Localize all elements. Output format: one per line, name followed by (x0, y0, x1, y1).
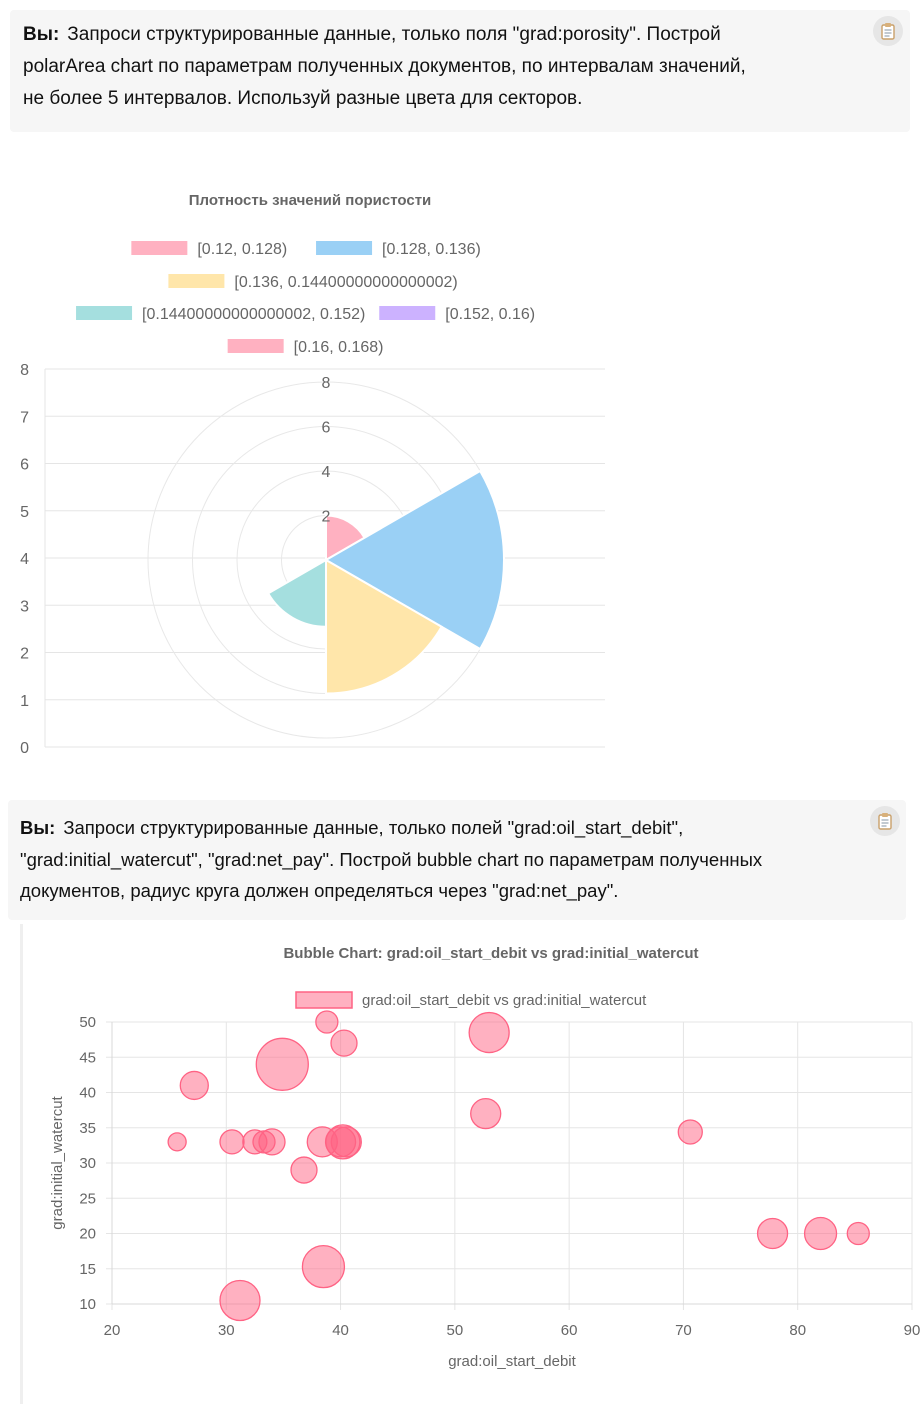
bubble-point[interactable] (803, 1216, 838, 1251)
y-tick-label: 15 (79, 1261, 96, 1278)
sender-label: Вы: (20, 817, 56, 838)
y-tick-label: 5 (20, 504, 29, 521)
legend-swatch (379, 306, 436, 320)
user-message-2: Вы: Запроси структурированные данные, тол… (8, 800, 906, 920)
user-message-1: Вы: Запроси структурированные данные, тол… (10, 10, 910, 132)
bubble-point[interactable] (315, 1010, 339, 1034)
bubble-point[interactable] (301, 1244, 346, 1289)
message-line-3: не более 5 интервалов. Используй разные … (23, 88, 583, 109)
legend-item[interactable]: [0.12, 0.128) (131, 241, 287, 258)
x-tick-label: 90 (904, 1322, 921, 1339)
legend-label: [0.12, 0.128) (197, 241, 287, 258)
bubble-point[interactable] (330, 1126, 362, 1158)
legend-item[interactable]: [0.14400000000000002, 0.152) (76, 306, 365, 323)
y-tick-label: 8 (20, 362, 29, 379)
legend-item[interactable]: [0.128, 0.136) (316, 241, 481, 258)
chart-title: Плотность значений пористости (189, 192, 432, 209)
bubble-point[interactable] (179, 1070, 209, 1101)
y-axis-label: grad:initial_watercut (49, 1095, 66, 1229)
legend-item[interactable]: grad:oil_start_debit vs grad:initial_wat… (295, 991, 647, 1009)
x-tick-label: 40 (332, 1322, 349, 1339)
bubble-point[interactable] (290, 1156, 318, 1184)
radial-tick-label: 8 (322, 375, 331, 392)
polar-area-chart: Плотность значений пористости [0.12, 0.12… (20, 192, 605, 757)
y-tick-label: 4 (20, 551, 29, 568)
y-tick-label: 30 (79, 1155, 96, 1172)
legend-label: [0.152, 0.16) (445, 306, 535, 323)
chart-title: Bubble Chart: grad:oil_start_debit vs gr… (283, 945, 698, 962)
legend-swatch (295, 991, 353, 1009)
copy-message-button[interactable] (870, 806, 900, 836)
clipboard-icon (881, 23, 895, 40)
message-line-1: Запроси структурированные данные, только… (63, 817, 684, 838)
radial-tick-label: 2 (322, 509, 331, 526)
bubble-point[interactable] (330, 1029, 358, 1057)
copy-message-button[interactable] (873, 16, 903, 46)
legend-swatch (168, 274, 225, 288)
x-axis-label: grad:oil_start_debit (448, 1353, 576, 1370)
y-tick-label: 0 (20, 740, 29, 757)
bubble-point[interactable] (219, 1279, 261, 1322)
message-line-3: документов, радиус круга должен определя… (20, 880, 619, 901)
y-tick-label: 1 (20, 693, 29, 710)
legend-item[interactable]: [0.152, 0.16) (379, 306, 535, 323)
polar-sector[interactable] (266, 558, 327, 628)
legend-swatch (227, 339, 284, 353)
legend-label: [0.136, 0.14400000000000002) (234, 274, 457, 291)
y-tick-label: 40 (79, 1085, 96, 1102)
polar-sector[interactable] (323, 469, 505, 651)
bubble-point[interactable] (468, 1011, 510, 1054)
x-tick-label: 80 (789, 1322, 806, 1339)
message-text: Вы: Запроси структурированные данные, тол… (20, 812, 826, 844)
bubble-point[interactable] (677, 1119, 703, 1145)
legend-item[interactable]: [0.16, 0.168) (227, 339, 384, 356)
bubble-point[interactable] (167, 1132, 187, 1152)
chart-frame-border (20, 924, 23, 1404)
bubble-point[interactable] (470, 1098, 502, 1130)
bubble-point[interactable] (258, 1128, 286, 1156)
y-tick-label: 3 (20, 598, 29, 615)
polar-sector[interactable] (325, 558, 443, 695)
legend-label: [0.128, 0.136) (382, 241, 481, 258)
x-tick-label: 60 (561, 1322, 578, 1339)
y-tick-label: 2 (20, 646, 29, 663)
legend-swatch (316, 241, 373, 255)
legend-label: [0.16, 0.168) (294, 339, 384, 356)
x-tick-label: 50 (447, 1322, 464, 1339)
legend-label: [0.14400000000000002, 0.152) (142, 306, 365, 323)
legend-swatch (131, 241, 188, 255)
y-tick-label: 25 (79, 1190, 96, 1207)
bubble-chart: Bubble Chart: grad:oil_start_debit vs gr… (49, 945, 921, 1370)
y-tick-label: 35 (79, 1120, 96, 1137)
legend-item[interactable]: [0.136, 0.14400000000000002) (168, 274, 458, 291)
x-tick-label: 30 (218, 1322, 235, 1339)
legend-label: grad:oil_start_debit vs grad:initial_wat… (362, 992, 647, 1009)
bubble-point[interactable] (255, 1037, 309, 1091)
clipboard-icon (878, 813, 892, 830)
radial-tick-label: 6 (322, 420, 331, 437)
y-tick-label: 20 (79, 1226, 96, 1243)
x-tick-label: 70 (675, 1322, 692, 1339)
y-tick-label: 6 (20, 457, 29, 474)
y-tick-label: 10 (79, 1296, 96, 1313)
legend-swatch (76, 306, 133, 320)
message-text: Вы: Запроси структурированные данные, тол… (23, 19, 800, 51)
sender-label: Вы: (23, 24, 60, 45)
message-line-1: Запроси структурированные данные, только… (67, 24, 721, 45)
message-line-2: "grad:initial_watercut", "grad:net_pay".… (20, 848, 763, 870)
x-tick-label: 20 (104, 1322, 121, 1339)
y-tick-label: 50 (79, 1014, 96, 1031)
y-tick-label: 7 (20, 409, 29, 426)
y-tick-label: 45 (79, 1049, 96, 1066)
bubble-point[interactable] (846, 1221, 870, 1246)
message-line-2: polarArea chart по параметрам полученных… (23, 56, 746, 77)
radial-tick-label: 4 (322, 464, 331, 481)
bubble-point[interactable] (756, 1217, 789, 1250)
bubble-point[interactable] (219, 1129, 245, 1155)
